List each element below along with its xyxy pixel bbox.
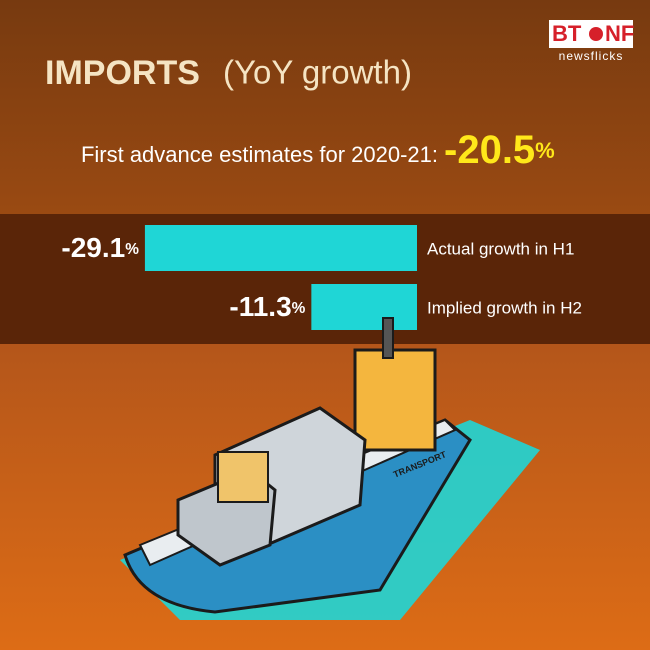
ship-bridge xyxy=(353,348,437,452)
logo-tagline: newsflicks xyxy=(559,49,624,63)
value-label: -11.3% xyxy=(229,291,305,322)
title: IMPORTS xyxy=(45,54,200,92)
value-label: -29.1% xyxy=(61,232,139,263)
category-label: Actual growth in H1 xyxy=(427,239,574,258)
bar xyxy=(311,284,417,330)
category-label: Implied growth in H2 xyxy=(427,298,582,317)
logo-right: NF xyxy=(605,21,634,46)
logo-dot xyxy=(589,27,603,41)
ship-illustration: TRANSPORT xyxy=(120,317,540,620)
annotation-value: -20.5% xyxy=(444,128,555,172)
annotation-text: First advance estimates for 2020-21: xyxy=(81,142,438,167)
bar-chart: -29.1% Actual growth in H1 -11.3% Implied g… xyxy=(61,225,582,330)
background-top xyxy=(0,0,650,214)
bar xyxy=(144,225,418,271)
ship-mast xyxy=(382,317,394,359)
ship-container-yellow xyxy=(217,451,269,503)
subtitle: (YoY growth) xyxy=(223,54,412,91)
logo: BT NF newsflicks xyxy=(549,20,634,63)
logo-left: BT xyxy=(552,21,582,46)
